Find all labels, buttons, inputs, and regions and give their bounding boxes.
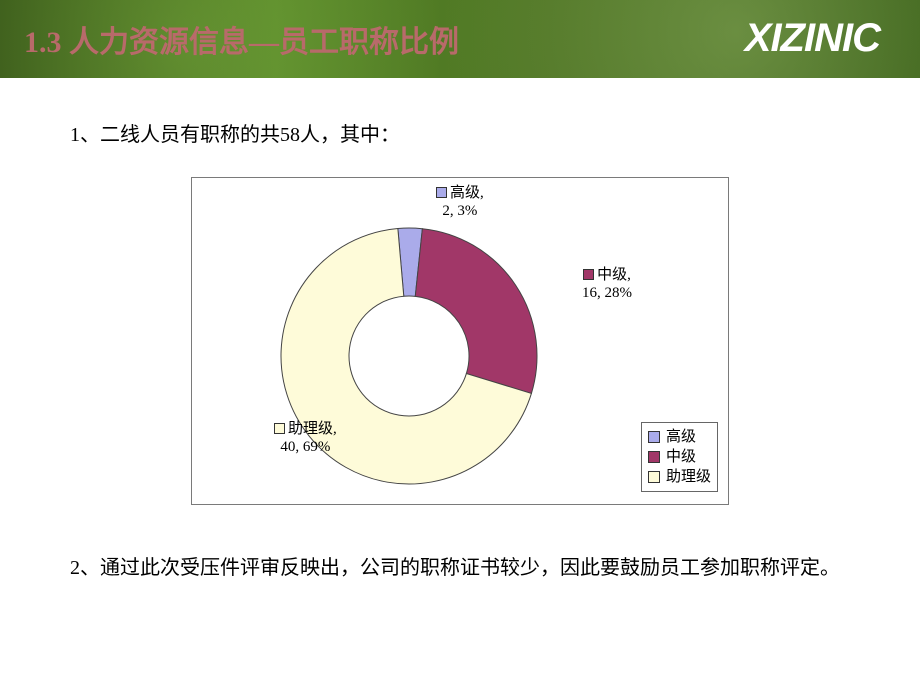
chart-data-label: 助理级,40, 69%	[274, 420, 337, 456]
legend-label: 中级	[666, 447, 696, 467]
chart-data-label: 高级,2, 3%	[436, 184, 484, 220]
legend-item: 助理级	[648, 467, 711, 487]
legend-item: 中级	[648, 447, 711, 467]
chart-legend: 高级中级助理级	[641, 422, 718, 492]
legend-label: 助理级	[666, 467, 711, 487]
donut-svg	[262, 208, 562, 508]
legend-label: 高级	[666, 427, 696, 447]
page-title: 1.3 人力资源信息—员工职称比例	[24, 17, 459, 61]
legend-item: 高级	[648, 427, 711, 447]
legend-swatch	[648, 471, 660, 483]
bullet-text-1: 1、二线人员有职称的共58人，其中：	[70, 118, 850, 147]
legend-swatch	[648, 431, 660, 443]
legend-swatch	[648, 451, 660, 463]
brand-logo: XIZINIC	[745, 16, 880, 61]
header-banner: 1.3 人力资源信息—员工职称比例 XIZINIC	[0, 0, 920, 78]
slide-body: 1、二线人员有职称的共58人，其中： 高级,2, 3% 中级,16, 28% 助理级…	[0, 78, 920, 583]
donut-chart: 高级,2, 3% 中级,16, 28% 助理级,40, 69% 高级中级助理级	[191, 177, 729, 505]
bullet-text-2: 2、通过此次受压件评审反映出，公司的职称证书较少，因此要鼓励员工参加职称评定。	[70, 553, 850, 583]
donut-slice-中级	[415, 229, 537, 394]
chart-data-label: 中级,16, 28%	[582, 266, 632, 302]
